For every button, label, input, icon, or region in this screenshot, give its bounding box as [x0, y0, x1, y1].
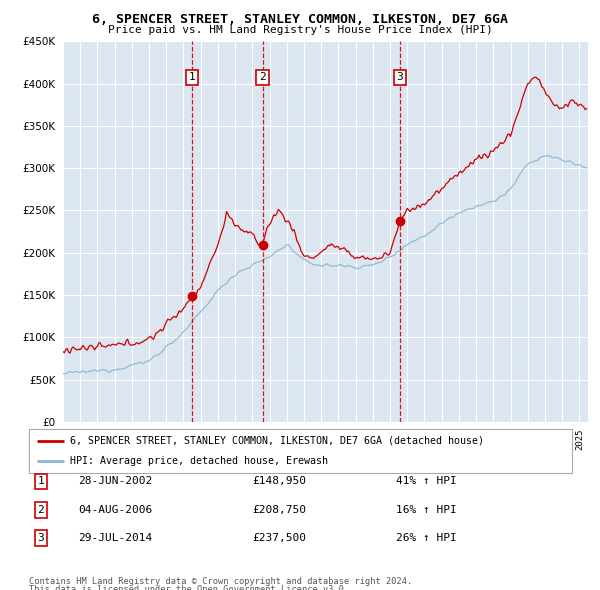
Text: £237,500: £237,500	[252, 533, 306, 543]
Text: This data is licensed under the Open Government Licence v3.0.: This data is licensed under the Open Gov…	[29, 585, 349, 590]
Text: £148,950: £148,950	[252, 477, 306, 486]
Text: 26% ↑ HPI: 26% ↑ HPI	[396, 533, 457, 543]
Text: 16% ↑ HPI: 16% ↑ HPI	[396, 505, 457, 514]
Text: 3: 3	[37, 533, 44, 543]
Text: 3: 3	[397, 73, 403, 83]
Text: 2: 2	[37, 505, 44, 514]
Text: 04-AUG-2006: 04-AUG-2006	[78, 505, 152, 514]
Text: 2: 2	[259, 73, 266, 83]
Text: 6, SPENCER STREET, STANLEY COMMON, ILKESTON, DE7 6GA: 6, SPENCER STREET, STANLEY COMMON, ILKES…	[92, 13, 508, 26]
Text: 1: 1	[188, 73, 196, 83]
Text: HPI: Average price, detached house, Erewash: HPI: Average price, detached house, Erew…	[70, 456, 328, 466]
Text: Price paid vs. HM Land Registry's House Price Index (HPI): Price paid vs. HM Land Registry's House …	[107, 25, 493, 35]
Text: £208,750: £208,750	[252, 505, 306, 514]
Text: Contains HM Land Registry data © Crown copyright and database right 2024.: Contains HM Land Registry data © Crown c…	[29, 577, 412, 586]
Text: 29-JUL-2014: 29-JUL-2014	[78, 533, 152, 543]
Text: 41% ↑ HPI: 41% ↑ HPI	[396, 477, 457, 486]
Text: 28-JUN-2002: 28-JUN-2002	[78, 477, 152, 486]
Text: 1: 1	[37, 477, 44, 486]
Text: 6, SPENCER STREET, STANLEY COMMON, ILKESTON, DE7 6GA (detached house): 6, SPENCER STREET, STANLEY COMMON, ILKES…	[70, 436, 484, 446]
